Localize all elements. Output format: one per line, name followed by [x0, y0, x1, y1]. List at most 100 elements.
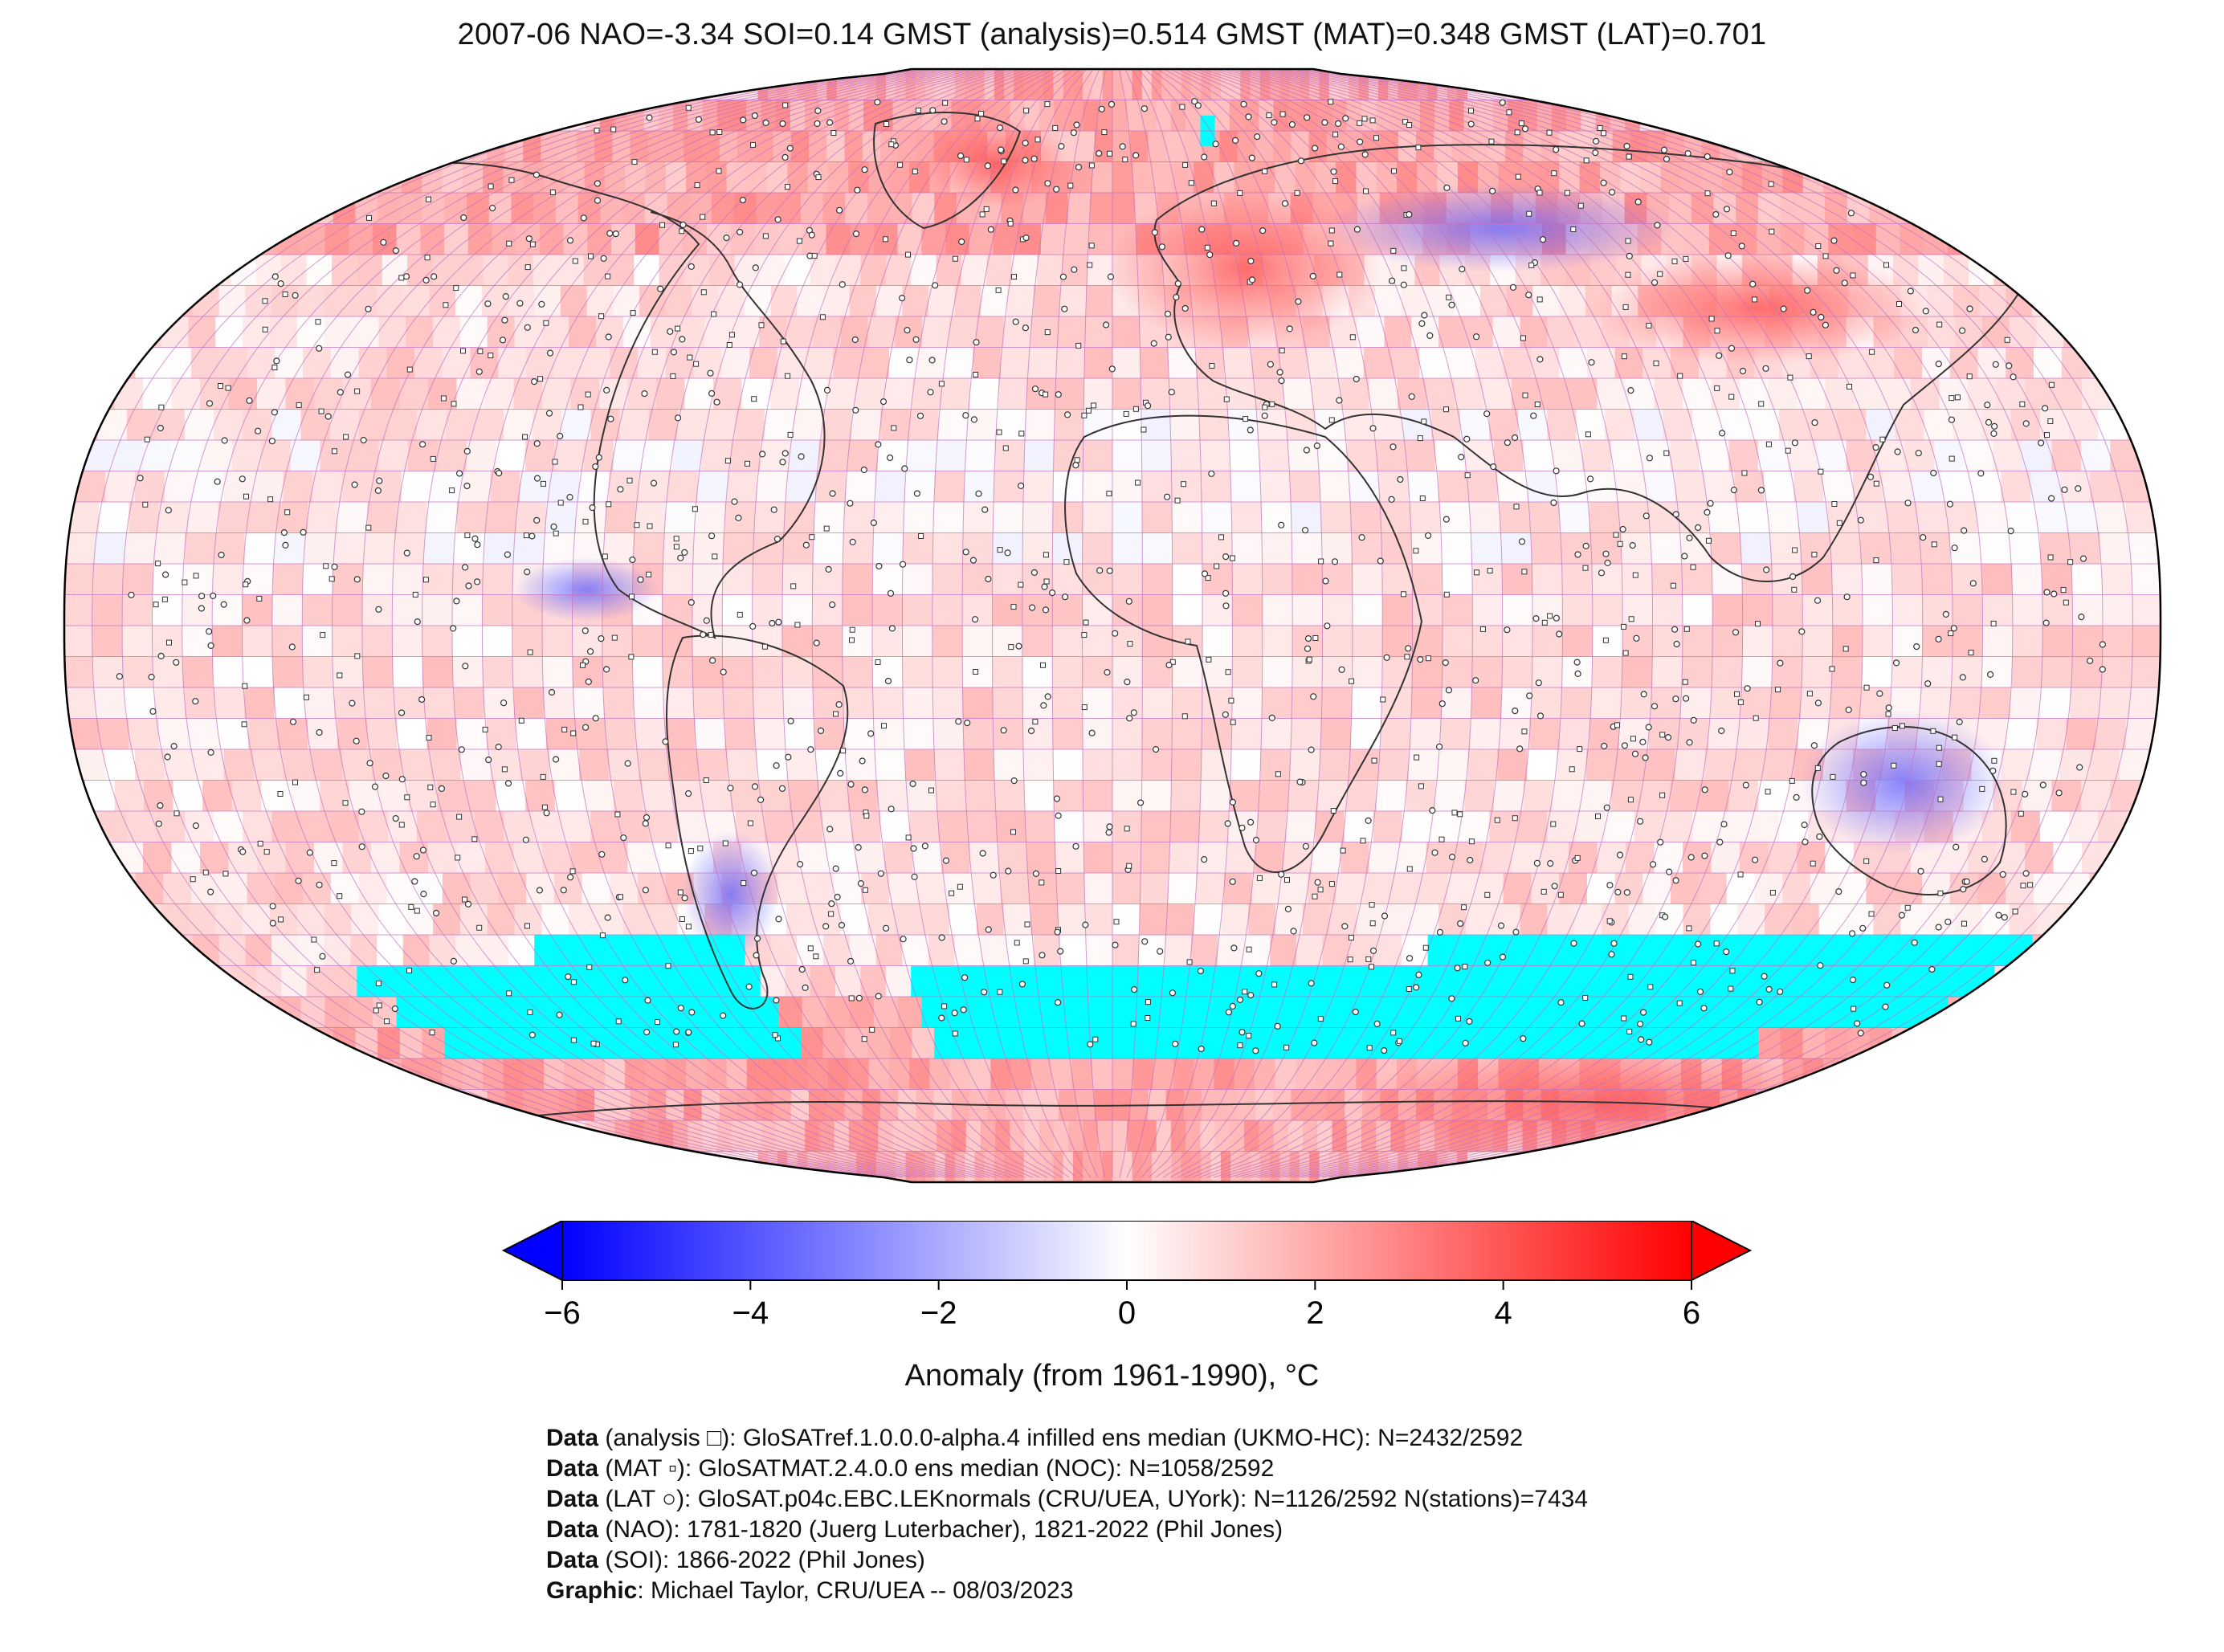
grid-cell: [302, 626, 333, 658]
grid-cell: [949, 316, 977, 349]
mat-marker: [292, 779, 298, 785]
credit-line: Data (NAO): 1781-1820 (Juerg Luterbacher…: [546, 1515, 1588, 1545]
grid-cell: [843, 564, 873, 596]
grid-cell: [904, 749, 936, 781]
station-marker: [1928, 965, 1936, 973]
mat-marker: [225, 385, 231, 391]
grid-cell: [2070, 687, 2101, 720]
grid-cell: [1501, 532, 1532, 565]
grid-cell: [2160, 532, 2161, 565]
grid-cell: [603, 687, 635, 720]
grid-cell: [1030, 316, 1059, 349]
grid-cell: [1056, 347, 1085, 379]
grid-cell: [996, 811, 1026, 843]
grid-cell: [1382, 626, 1414, 658]
grid-cell: [332, 965, 357, 997]
mat-marker: [1806, 353, 1812, 360]
station-marker: [677, 554, 684, 561]
colorbar-tick-label: −6: [544, 1295, 581, 1331]
grid-cell: [386, 347, 415, 379]
grid-cell: [969, 842, 999, 874]
station-marker: [1132, 152, 1140, 159]
grid-cell: [1112, 1151, 1123, 1182]
mat-marker: [1614, 722, 1620, 728]
grid-cell: [1527, 749, 1557, 781]
grid-cell: [2140, 780, 2161, 812]
mat-marker: [790, 583, 797, 589]
mat-marker: [323, 563, 329, 569]
station-marker: [888, 806, 895, 813]
no-data-cell: [639, 935, 667, 967]
mat-marker: [938, 381, 945, 387]
grid-cell: [862, 131, 881, 163]
grid-cell: [486, 718, 517, 750]
station-marker: [349, 700, 356, 707]
station-marker: [1055, 812, 1062, 819]
mat-marker: [1318, 558, 1324, 565]
mat-marker: [973, 669, 979, 675]
station-marker: [713, 398, 720, 406]
grid-cell: [665, 285, 693, 317]
grid-cell: [1291, 718, 1322, 750]
grid-cell: [1782, 873, 1811, 905]
mat-marker: [193, 573, 199, 579]
grid-cell: [1261, 502, 1292, 534]
grid-cell: [2042, 626, 2074, 658]
grid-cell: [314, 842, 344, 874]
mat-marker: [543, 320, 549, 326]
station-marker: [1151, 229, 1158, 236]
grid-cell: [1772, 594, 1803, 626]
station-marker: [1606, 882, 1614, 889]
grid-cell: [638, 873, 667, 905]
grid-cell: [656, 378, 686, 410]
grid-cell: [1196, 873, 1225, 905]
grid-cell: [1497, 749, 1528, 781]
station-marker: [1173, 294, 1180, 301]
no-data-cell: [1414, 965, 1441, 997]
grid-cell: [976, 316, 1005, 349]
mat-marker: [1206, 656, 1212, 663]
grid-cell: [1255, 1059, 1275, 1091]
grid-cell: [1199, 811, 1229, 843]
grid-cell: [1894, 873, 1923, 905]
station-marker: [1999, 871, 2006, 879]
grid-cell: [613, 780, 643, 812]
grid-cell: [1875, 440, 1906, 472]
grid-cell: [523, 1059, 545, 1091]
grid-cell: [1621, 532, 1652, 565]
grid-cell: [1219, 131, 1239, 163]
mat-marker: [296, 402, 302, 408]
station-marker: [1512, 707, 1519, 715]
grid-cell: [1296, 935, 1324, 967]
mat-marker: [1755, 621, 1761, 627]
grid-cell: [1357, 904, 1385, 936]
station-marker: [860, 466, 867, 474]
mat-marker: [949, 890, 955, 896]
grid-cell: [272, 656, 304, 688]
station-marker: [595, 454, 602, 461]
grid-cell: [1523, 131, 1542, 163]
no-data-cell: [483, 965, 509, 997]
graticule-meridian: [1051, 69, 1100, 1178]
grid-cell: [303, 656, 333, 688]
mat-marker: [1283, 1044, 1290, 1050]
grid-cell: [243, 409, 272, 441]
no-data-cell: [1664, 935, 1691, 967]
station-marker: [495, 743, 502, 751]
mat-marker: [1417, 435, 1423, 442]
grid-cell: [1470, 502, 1500, 534]
mat-marker: [1188, 180, 1194, 186]
station-marker: [861, 166, 868, 173]
mat-marker: [1348, 935, 1354, 941]
grid-cell: [840, 904, 868, 936]
station-marker: [1104, 668, 1111, 676]
mat-marker: [1349, 334, 1356, 341]
station-marker: [1509, 283, 1517, 291]
grid-cell: [1073, 69, 1083, 101]
station-marker: [1005, 867, 1012, 875]
grid-cell: [1102, 69, 1113, 101]
mat-marker: [278, 916, 284, 923]
mat-marker: [750, 141, 756, 148]
grid-cell: [188, 316, 216, 349]
grid-cell: [467, 780, 497, 812]
